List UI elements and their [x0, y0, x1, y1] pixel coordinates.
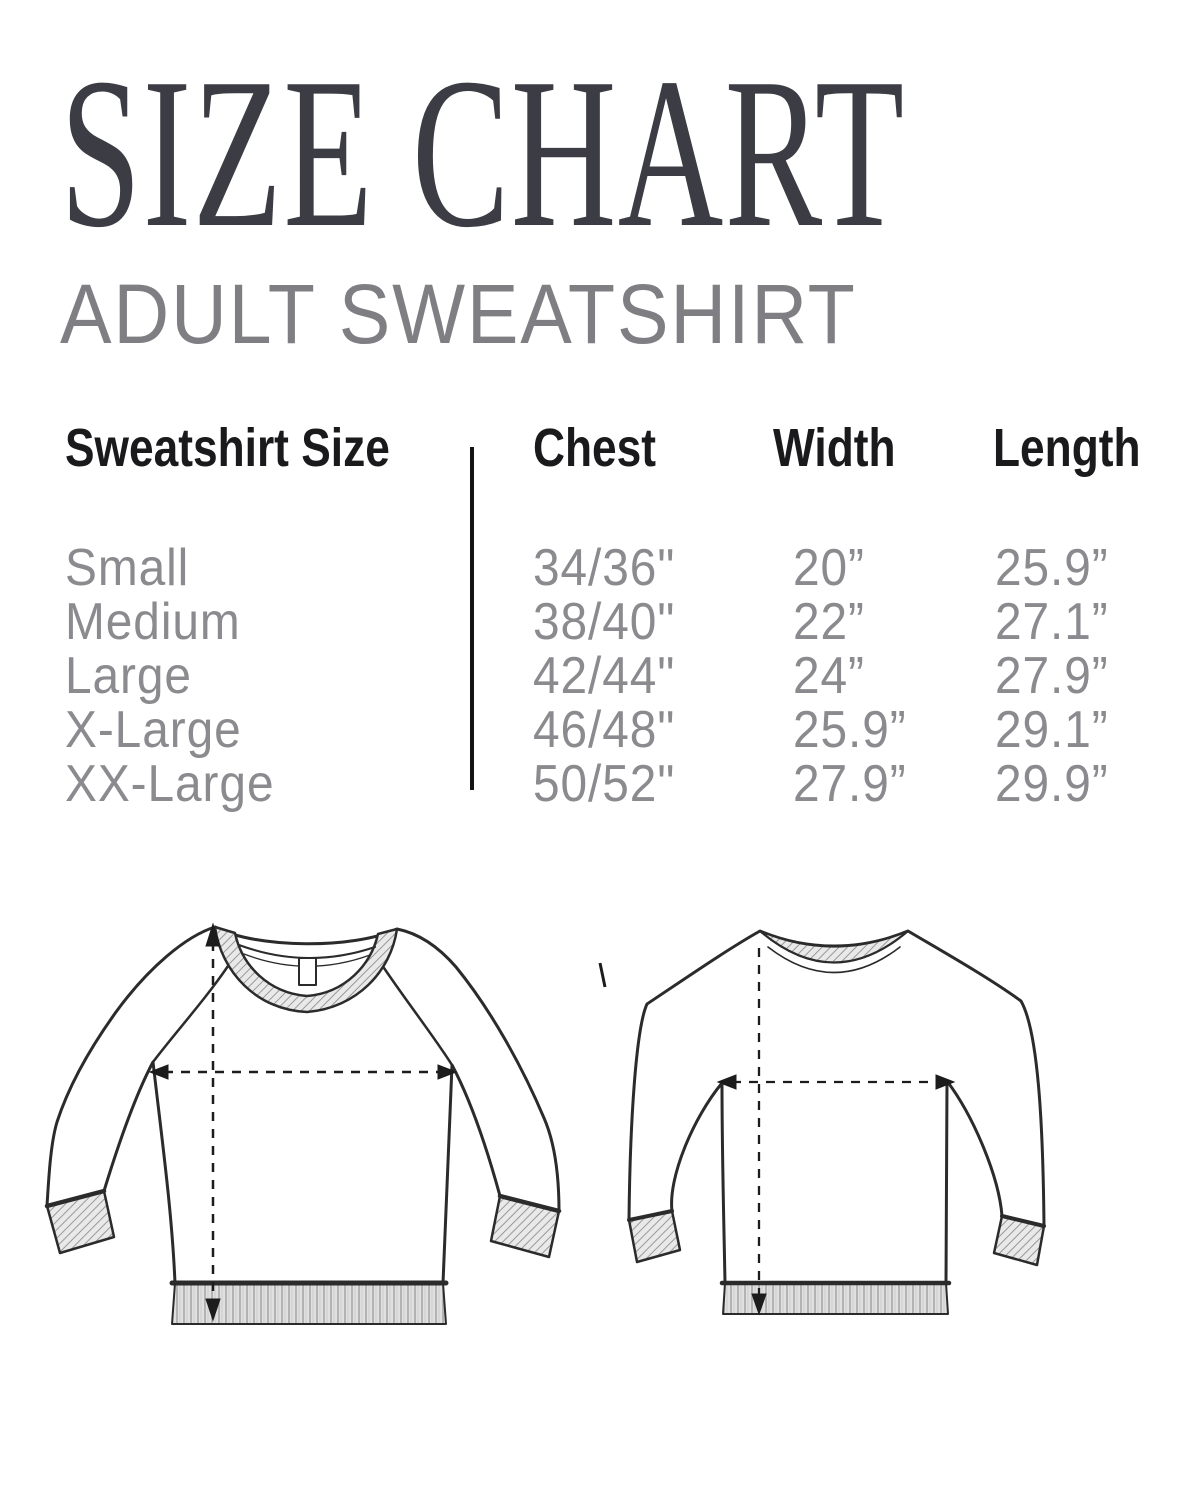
header-sweatshirt-size: Sweatshirt Size [65, 418, 390, 478]
table-cell-length: 25.9” [995, 539, 1109, 597]
table-cell-length: 27.9” [995, 647, 1109, 705]
header-chest: Chest [533, 418, 657, 478]
sweatshirt-front-line-drawing [44, 922, 607, 1325]
collar-tag [298, 957, 317, 986]
table-cell-size: Large [65, 647, 192, 705]
table-cell-chest: 38/40" [533, 593, 676, 651]
table-cell-width: 25.9” [793, 701, 907, 759]
width-arrowhead-right [437, 1064, 458, 1080]
front-raglan-seam-right [382, 966, 454, 1067]
header-length: Length [993, 418, 1141, 478]
table-cell-length: 27.1” [995, 593, 1109, 651]
table-cell-chest: 46/48" [533, 701, 676, 759]
back-neckband [758, 929, 910, 964]
back-garment-outline [627, 929, 1046, 1285]
table-cell-length: 29.9” [995, 755, 1109, 813]
width-arrowhead-left [148, 1064, 169, 1080]
width-arrowhead-left [716, 1074, 737, 1090]
table-cell-chest: 42/44" [533, 647, 676, 705]
front-neckband [213, 925, 399, 1014]
table-cell-size: XX-Large [65, 755, 275, 813]
page-title: SIZE CHART [60, 33, 906, 272]
stray-tick-mark [598, 962, 607, 988]
table-cell-size: X-Large [65, 701, 242, 759]
length-arrowhead-down [205, 1298, 221, 1322]
table-cell-length: 29.1” [995, 701, 1109, 759]
back-cuff-left-seam [627, 1209, 674, 1222]
front-raglan-seam-left [151, 964, 230, 1064]
table-cell-size: Small [65, 539, 190, 597]
table-cell-width: 20” [793, 539, 865, 597]
back-neck-seam [767, 946, 901, 974]
size-name-column: Small Medium Large X-Large XX-Large [65, 541, 293, 811]
length-arrowhead-down [751, 1293, 767, 1316]
chest-column: 34/36" 38/40" 42/44" 46/48" 50/52" [533, 541, 688, 811]
width-column: 20” 22” 24” 25.9” 27.9” [793, 541, 917, 811]
front-cuff-left-seam [44, 1188, 107, 1209]
table-cell-size: Medium [65, 593, 241, 651]
table-cell-width: 27.9” [793, 755, 907, 813]
table-cell-width: 24” [793, 647, 865, 705]
table-cell-chest: 34/36" [533, 539, 676, 597]
length-column: 25.9” 27.1” 27.9” 29.1” 29.9” [995, 541, 1119, 811]
front-cuff-right-seam [497, 1193, 562, 1214]
back-cuff-right-seam [1000, 1214, 1046, 1228]
sweatshirt-back-line-drawing [627, 929, 1046, 1316]
column-divider-line [470, 447, 474, 790]
table-cell-chest: 50/52" [533, 755, 676, 813]
table-cell-width: 22” [793, 593, 865, 651]
width-arrowhead-right [935, 1074, 956, 1090]
page-subtitle: ADULT SWEATSHIRT [60, 267, 857, 361]
front-garment-outline [45, 925, 561, 1285]
length-arrowhead-up [205, 922, 221, 947]
header-width: Width [773, 418, 896, 478]
